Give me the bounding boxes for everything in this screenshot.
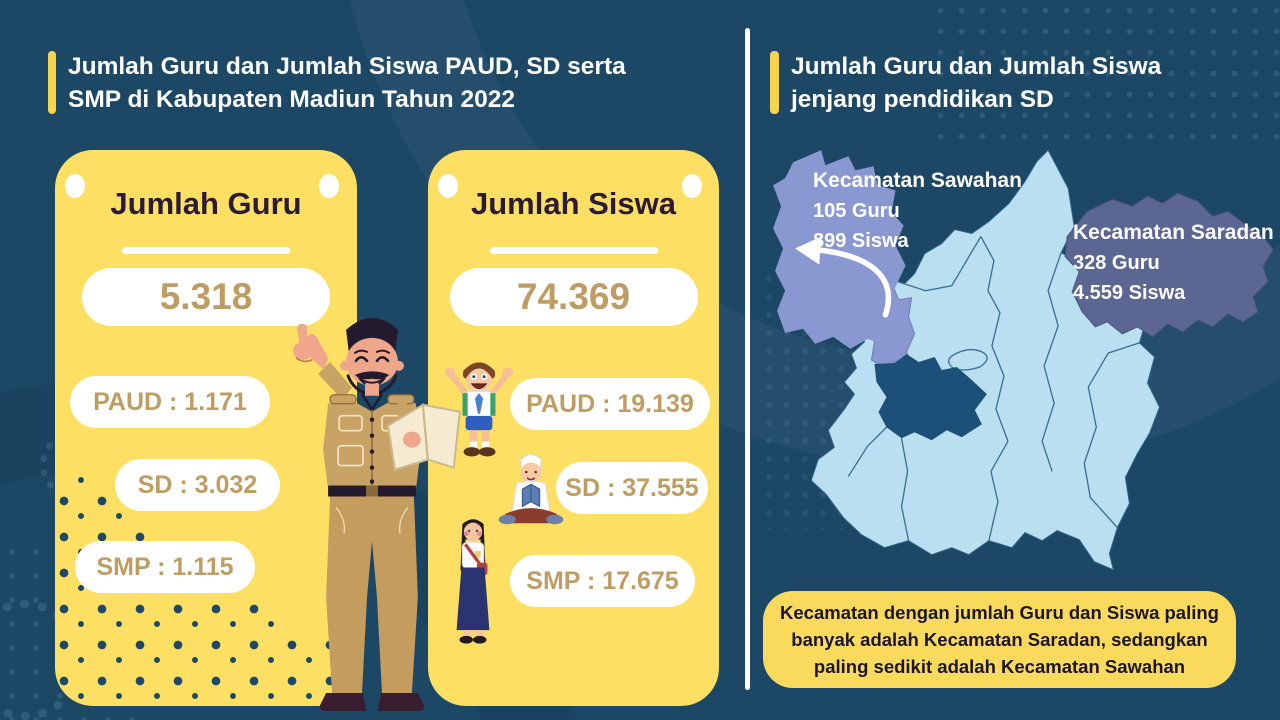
curved-arrow-icon (795, 236, 892, 318)
card-hole-right (682, 174, 702, 198)
callout-sawahan: Kecamatan Sawahan 105 Guru 899 Siswa (813, 168, 1022, 259)
siswa-paud-pill: PAUD : 19.139 (510, 378, 710, 430)
siswa-paud-value: PAUD : 19.139 (526, 389, 694, 418)
teacher-illustration (293, 317, 461, 712)
map-svg (773, 149, 1274, 571)
left-title-line-1: Jumlah Guru dan Jumlah Siswa PAUD, SD se… (68, 53, 626, 80)
card-title-siswa: Jumlah Siswa (470, 186, 677, 221)
section-divider (745, 28, 750, 690)
callout-saradan: Kecamatan Saradan 328 Guru 4.559 Siswa (1073, 220, 1274, 311)
district-borders (847, 236, 1140, 541)
conclusion-box: Kecamatan dengan jumlah Guru dan Siswa p… (763, 591, 1236, 688)
card-title-underline (122, 247, 290, 254)
left-section-title: Jumlah Guru dan Jumlah Siswa PAUD, SD se… (68, 50, 626, 116)
guru-smp-value: SMP : 1.115 (96, 552, 234, 581)
left-title-line-2: SMP di Kabupaten Madiun Tahun 2022 (68, 86, 515, 113)
guru-paud-value: PAUD : 1.171 (93, 387, 247, 416)
district-city-shape (874, 353, 987, 441)
madiun-district-map: Kecamatan Sawahan 105 Guru 899 Siswa Kec… (755, 140, 1277, 592)
guru-sd-value: SD : 3.032 (137, 470, 258, 499)
halftone-dots-top-right (930, 0, 1280, 150)
siswa-smp-pill: SMP : 17.675 (510, 555, 695, 607)
card-title-underline (489, 247, 658, 254)
total-guru-value: 5.318 (159, 276, 253, 317)
callout-saradan-guru: 328 Guru (1073, 252, 1160, 274)
card-title-guru: Jumlah Guru (110, 186, 302, 221)
student-cheering-icon (445, 362, 513, 457)
district-saradan-shape (1064, 192, 1274, 338)
student-reading-icon (498, 453, 564, 525)
guru-sd-pill: SD : 3.032 (115, 459, 280, 511)
siswa-sd-pill: SD : 37.555 (556, 462, 708, 514)
callout-saradan-siswa: 4.559 Siswa (1073, 282, 1186, 304)
right-title-line-1: Jumlah Guru dan Jumlah Siswa (791, 53, 1162, 80)
right-section-title: Jumlah Guru dan Jumlah Siswa jenjang pen… (791, 50, 1161, 116)
callout-sawahan-guru: 105 Guru (813, 200, 900, 222)
title-accent-bar-right (770, 51, 779, 114)
callout-sawahan-name: Kecamatan Sawahan (813, 169, 1022, 192)
title-accent-bar-left (48, 51, 56, 114)
guru-smp-pill: SMP : 1.115 (75, 541, 255, 593)
conclusion-text: Kecamatan dengan jumlah Guru dan Siswa p… (780, 602, 1219, 677)
siswa-sd-value: SD : 37.555 (565, 473, 699, 502)
student-girl-icon (456, 519, 490, 644)
total-guru-pill: 5.318 (82, 268, 330, 326)
card-hole-left (65, 174, 85, 198)
district-sawahan-enlarged-shape (773, 150, 906, 349)
summary-card-guru: Jumlah Guru 5.318 PAUD : 1.171 SD : 3.03… (55, 150, 357, 706)
card-hole-left (438, 174, 458, 198)
siswa-smp-value: SMP : 17.675 (526, 566, 679, 595)
guru-paud-pill: PAUD : 1.171 (70, 376, 270, 428)
total-siswa-value: 74.369 (516, 276, 631, 317)
callout-sawahan-siswa: 899 Siswa (813, 230, 909, 252)
card-hole-right (319, 174, 339, 198)
total-siswa-pill: 74.369 (449, 268, 698, 326)
callout-saradan-name: Kecamatan Saradan (1073, 221, 1274, 244)
right-title-line-2: jenjang pendidikan SD (791, 86, 1054, 113)
